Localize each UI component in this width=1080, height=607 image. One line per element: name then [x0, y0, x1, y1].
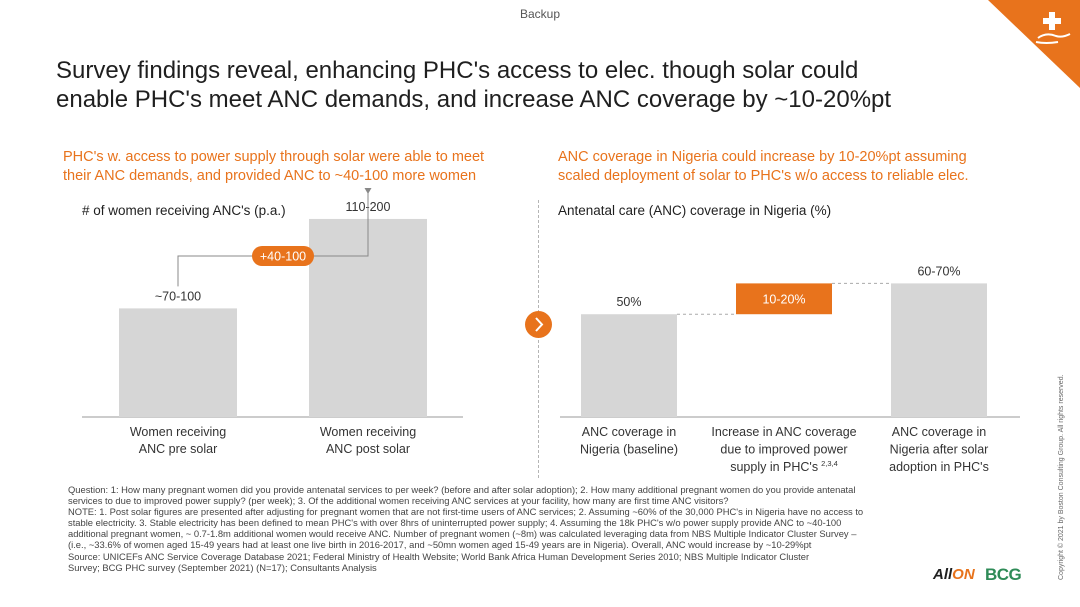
category-label: Nigeria (baseline) — [580, 443, 678, 457]
title-line-2: enable PHC's meet ANC demands, and incre… — [56, 86, 892, 113]
category-label: ANC post solar — [326, 442, 410, 456]
data-label: 50% — [616, 295, 641, 309]
category-label: Nigeria after solar — [890, 443, 989, 457]
footnote-line: Source: UNICEFs ANC Service Coverage Dat… — [68, 550, 810, 562]
category-label: due to improved power — [720, 443, 847, 457]
category-label: supply in PHC's 2,3,4 — [730, 459, 838, 474]
increase-badge-label: +40-100 — [260, 250, 306, 264]
panel-divider — [538, 200, 539, 478]
data-label: 60-70% — [917, 264, 960, 278]
category-label: Women receiving — [320, 425, 416, 439]
allon-logo: AllON — [933, 566, 975, 583]
data-label: 10-20% — [762, 292, 805, 306]
right-chart-title: Antenatal care (ANC) coverage in Nigeria… — [558, 203, 832, 218]
footnote-ref: 2,3,4 — [821, 459, 838, 468]
health-plus-icon — [988, 0, 1080, 88]
page-title: Survey findings reveal, enhancing PHC's … — [56, 56, 1016, 114]
data-label: ~70-100 — [155, 289, 201, 303]
left-subtitle-line-1: PHC's w. access to power supply through … — [63, 149, 485, 165]
backup-tag: Backup — [519, 7, 561, 21]
next-arrow-icon — [525, 311, 552, 338]
bar — [736, 283, 832, 315]
allon-logo-on: ON — [952, 566, 975, 583]
footnote-line: stable electricity. 3. Stable electricit… — [68, 517, 842, 529]
allon-logo-text: All — [933, 566, 953, 583]
left-subtitle-line-2: their ANC demands, and provided ANC to ~… — [63, 168, 477, 184]
connector-arrowhead — [364, 187, 372, 194]
category-label: ANC coverage in — [892, 425, 987, 439]
right-subtitle-line-1: ANC coverage in Nigeria could increase b… — [558, 149, 967, 165]
category-label: ANC pre solar — [139, 442, 218, 456]
footnote-line: (i.e., ~33.6% of women aged 15-49 years … — [68, 539, 812, 551]
footnote-line: Question: 1: How many pregnant women did… — [68, 484, 856, 495]
footnote-line: services to due to improved power supply… — [68, 495, 729, 507]
category-label: adoption in PHC's — [889, 460, 989, 474]
footnote-line: NOTE: 1. Post solar figures are presente… — [68, 506, 864, 518]
bar — [119, 308, 237, 417]
category-label: Increase in ANC coverage — [711, 425, 856, 439]
copyright-text: Copyright © 2021 by Boston Consulting Gr… — [1058, 374, 1065, 580]
increase-badge — [252, 246, 314, 266]
left-subtitle: PHC's w. access to power supply through … — [63, 148, 533, 186]
bar — [891, 283, 987, 417]
category-label: Women receiving — [130, 425, 226, 439]
right-subtitle: ANC coverage in Nigeria could increase b… — [558, 148, 1028, 186]
left-chart-title: # of women receiving ANC's (p.a.) — [82, 203, 286, 218]
bcg-logo: BCG — [985, 565, 1022, 584]
footnote-line: Survey; BCG PHC survey (September 2021) … — [68, 561, 377, 573]
category-label: ANC coverage in — [582, 425, 677, 439]
bar — [581, 314, 677, 417]
footnote-line: additional pregnant women, ~ 0.7-1.8m ad… — [68, 528, 857, 540]
title-line-1: Survey findings reveal, enhancing PHC's … — [56, 57, 859, 84]
right-subtitle-line-2: scaled deployment of solar to PHC's w/o … — [558, 168, 969, 184]
footnotes: Question: 1: How many pregnant women did… — [68, 484, 1043, 573]
